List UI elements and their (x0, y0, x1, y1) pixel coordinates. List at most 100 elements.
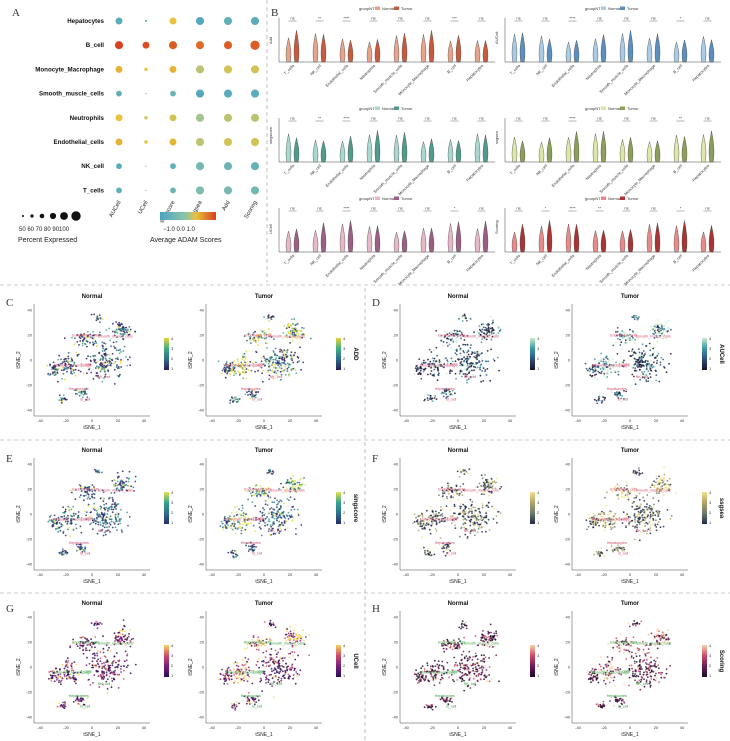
tsne-point (61, 663, 64, 666)
tsne-legend-tick: 2 (171, 356, 174, 361)
violin-legend-normal: Normal (608, 6, 621, 11)
tsne-point (655, 379, 658, 382)
tsne-point (449, 362, 452, 365)
tsne-point (233, 360, 235, 363)
dotplot-dot (170, 90, 176, 97)
tsne-point (236, 358, 239, 361)
tsne-point (95, 509, 98, 512)
tsne-point (606, 549, 608, 552)
violin-celltype-label: Endothelial_cells (324, 163, 349, 188)
violin-legend-normal: Normal (608, 106, 621, 111)
tsne-point (479, 364, 482, 367)
tsne-point (278, 508, 281, 511)
tsne-point (274, 668, 277, 671)
tsne-point (614, 392, 616, 394)
tsne-point (64, 367, 67, 370)
tsne-point (438, 359, 441, 361)
tsne-point (56, 526, 59, 528)
tsne-point (459, 348, 462, 351)
tsne-normal-title: Normal (82, 448, 103, 454)
tsne-point (610, 371, 613, 374)
tsne-point (64, 534, 67, 537)
tsne-point (269, 508, 271, 510)
tsne-point (429, 551, 431, 553)
tsne-point (300, 368, 302, 371)
tsne-point (229, 362, 232, 365)
tsne-point (660, 327, 663, 330)
tsne-point (446, 337, 449, 340)
tsne-point (285, 662, 287, 665)
tsne-point (296, 672, 299, 675)
tsne-point (624, 339, 627, 341)
tsne-point (625, 525, 628, 527)
tsne-point (480, 474, 483, 477)
tsne-point (273, 371, 276, 374)
tsne-point (643, 500, 646, 502)
tsne-point (123, 330, 125, 332)
tsne-point (456, 470, 459, 473)
tsne-point (428, 398, 431, 400)
tsne-point (635, 515, 638, 518)
tsne-point (103, 364, 105, 367)
tsne-point (77, 514, 80, 517)
tsne-point (107, 665, 110, 667)
tsne-point (62, 369, 65, 372)
tsne-point (67, 528, 69, 531)
tsne-point (242, 512, 245, 515)
tsne-point (481, 531, 483, 533)
tsne-point (634, 367, 637, 369)
tsne-point (645, 506, 648, 508)
tsne-point (221, 522, 224, 525)
tsne-point (484, 368, 487, 371)
tsne-point (649, 529, 652, 532)
tsne-point (122, 678, 125, 680)
tsne-point (293, 318, 296, 320)
tsne-point (479, 368, 481, 371)
tsne-point (97, 515, 100, 517)
violin-sig-label: ns (425, 16, 429, 21)
tsne-point (590, 523, 592, 525)
tsne-point (111, 664, 114, 667)
tsne-point (108, 362, 111, 365)
tsne-point (263, 333, 265, 336)
tsne-point (134, 475, 137, 478)
size-legend-dot-80 (49, 212, 57, 220)
tsne-point (70, 522, 73, 525)
tsne-point (233, 399, 235, 402)
tsne-point (445, 372, 448, 375)
tsne-point (600, 372, 602, 375)
tsne-point (123, 665, 125, 668)
tsne-point (658, 512, 660, 514)
tsne-x-tick: 0 (457, 418, 460, 423)
tsne-point (120, 330, 123, 332)
tsne-point (235, 398, 237, 401)
tsne-point (97, 523, 100, 526)
tsne-point (92, 355, 95, 357)
tsne-point (273, 316, 276, 318)
tsne-point (295, 485, 297, 488)
tsne-point (655, 323, 657, 326)
tsne-point (277, 678, 280, 681)
tsne-point (102, 534, 105, 537)
tsne-point (265, 360, 268, 363)
tsne-point (239, 366, 242, 369)
tsne-point (655, 519, 657, 522)
tsne-point (101, 667, 104, 669)
tsne-point (253, 336, 256, 339)
tsne-point (99, 321, 101, 324)
tsne-point (466, 355, 469, 358)
tsne-point (295, 372, 298, 374)
tsne-tumor-title: Tumor (621, 448, 640, 454)
tsne-y-tick: 20 (200, 640, 205, 645)
tsne-point (641, 514, 644, 516)
tsne-point (264, 524, 266, 527)
tsne-point (427, 358, 429, 361)
tsne-point (648, 506, 650, 509)
tsne-point (610, 511, 612, 514)
tsne-point (101, 662, 103, 665)
tsne-cluster-label: Smooth_muscle_cells (464, 489, 499, 493)
tsne-point (656, 351, 659, 353)
tsne-point (111, 506, 114, 508)
tsne-point (433, 363, 436, 366)
tsne-point (129, 645, 132, 648)
